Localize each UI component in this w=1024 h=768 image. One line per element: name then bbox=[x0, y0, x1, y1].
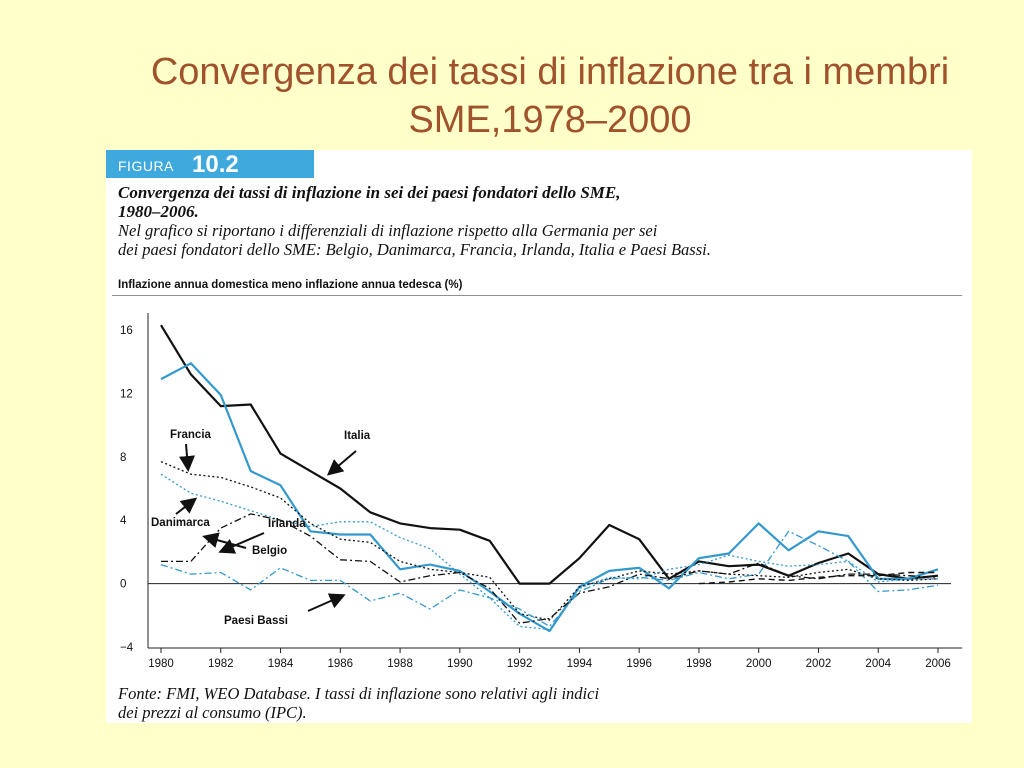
y-axis-label: Inflazione annua domestica meno inflazio… bbox=[118, 279, 463, 291]
series-line-belgio bbox=[161, 513, 939, 624]
caption-title-line-2: 1980–2006. bbox=[118, 202, 199, 221]
source-line-2: dei prezzi al consumo (IPC). bbox=[118, 703, 307, 722]
x-tick-label: 1984 bbox=[268, 658, 294, 670]
caption-title: Convergenza dei tassi di inflazione in s… bbox=[118, 183, 968, 221]
x-tick-label: 1992 bbox=[507, 658, 533, 670]
source-line-1: Fonte: FMI, WEO Database. I tassi di inf… bbox=[118, 684, 600, 703]
x-tick-label: 1994 bbox=[567, 658, 593, 670]
annotation-arrow bbox=[175, 497, 198, 515]
annotation-arrow bbox=[307, 593, 346, 612]
x-tick-label: 1986 bbox=[328, 658, 354, 670]
y-tick-label: 8 bbox=[120, 452, 126, 464]
y-tick-label: 12 bbox=[120, 388, 133, 400]
annotation-italia: Italia bbox=[344, 430, 371, 442]
x-tick-label: 1982 bbox=[208, 658, 234, 670]
figure-label: FIGURA bbox=[118, 158, 174, 174]
annotation-francia: Francia bbox=[170, 429, 212, 441]
annotation-belgio: Belgio bbox=[252, 545, 287, 557]
caption-title-line-1: Convergenza dei tassi di inflazione in s… bbox=[118, 183, 621, 202]
series-lines bbox=[160, 324, 939, 633]
y-tick-label: 16 bbox=[120, 325, 133, 337]
x-tick-label: 1996 bbox=[626, 658, 652, 670]
figure-number: 10.2 bbox=[192, 151, 239, 178]
x-tick-label: 2004 bbox=[865, 658, 891, 670]
figure-tab: FIGURA 10.2 bbox=[106, 150, 314, 178]
x-tick-label: 2002 bbox=[806, 658, 832, 670]
annotation-paesi-bassi: Paesi Bassi bbox=[224, 615, 288, 627]
caption-text: Nel grafico si riportano i differenziali… bbox=[118, 221, 968, 259]
y-tick-label: −4 bbox=[120, 642, 134, 654]
y-ticks: 16 12 8 4 0 −4 bbox=[120, 325, 134, 654]
caption-text-line-1: Nel grafico si riportano i differenziali… bbox=[118, 221, 658, 240]
annotation-irlanda: Irlanda bbox=[268, 518, 306, 530]
y-tick-label: 0 bbox=[120, 579, 126, 591]
annotations: Irlanda Italia Francia Danimarca Belgio Paesi… bbox=[151, 429, 371, 627]
x-tick-label: 2006 bbox=[925, 658, 951, 670]
annotation-arrow bbox=[202, 532, 247, 549]
x-ticks: 1980 1982 1984 1986 1988 1990 1992 1994 1996 1998… bbox=[148, 648, 951, 670]
slide-title: Convergenza dei tassi di inflazione tra … bbox=[110, 48, 990, 144]
slide-title-text: Convergenza dei tassi di inflazione tra … bbox=[150, 51, 950, 141]
series-line-italia bbox=[160, 324, 939, 585]
x-tick-label: 2000 bbox=[746, 658, 772, 670]
figure-panel: FIGURA 10.2 Convergenza dei tassi di inf… bbox=[106, 150, 972, 723]
y-tick-label: 4 bbox=[120, 515, 127, 527]
annotation-arrow bbox=[218, 532, 265, 554]
x-tick-label: 1998 bbox=[686, 658, 712, 670]
series-line-francia bbox=[160, 461, 939, 621]
annotation-danimarca: Danimarca bbox=[151, 517, 210, 529]
source-note: Fonte: FMI, WEO Database. I tassi di inf… bbox=[118, 684, 968, 722]
series-line-irlanda bbox=[160, 362, 939, 633]
annotation-arrow bbox=[179, 443, 195, 472]
x-tick-label: 1988 bbox=[387, 658, 413, 670]
series-line-unlabeled-6 bbox=[698, 571, 938, 585]
caption-text-line-2: dei paesi fondatori dello SME: Belgio, D… bbox=[118, 240, 711, 259]
series-line-danimarca bbox=[160, 473, 938, 631]
x-tick-label: 1990 bbox=[447, 658, 473, 670]
x-tick-label: 1980 bbox=[148, 658, 174, 670]
annotation-arrow bbox=[326, 450, 357, 476]
